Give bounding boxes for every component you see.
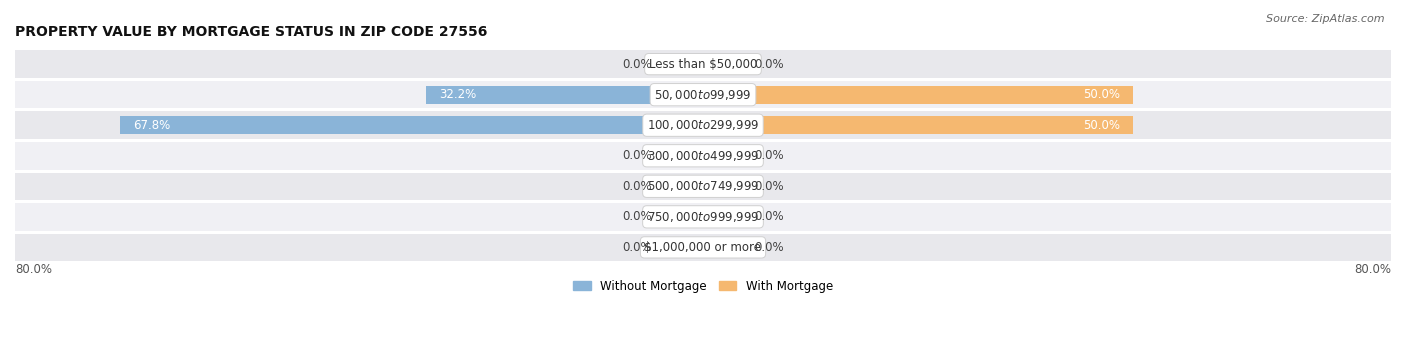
Bar — [703, 55, 747, 73]
Text: 0.0%: 0.0% — [755, 241, 785, 254]
Text: 50.0%: 50.0% — [1083, 88, 1121, 101]
Bar — [703, 208, 747, 226]
Text: $750,000 to $999,999: $750,000 to $999,999 — [647, 210, 759, 224]
Bar — [15, 50, 1391, 78]
Text: 0.0%: 0.0% — [621, 58, 651, 71]
Text: Source: ZipAtlas.com: Source: ZipAtlas.com — [1267, 14, 1385, 24]
Text: 0.0%: 0.0% — [755, 180, 785, 193]
Bar — [120, 116, 703, 134]
Bar — [703, 147, 747, 165]
Text: $50,000 to $99,999: $50,000 to $99,999 — [654, 88, 752, 102]
Text: 0.0%: 0.0% — [621, 241, 651, 254]
Text: $300,000 to $499,999: $300,000 to $499,999 — [647, 149, 759, 163]
Bar — [15, 81, 1391, 108]
Text: 0.0%: 0.0% — [621, 180, 651, 193]
Bar — [15, 142, 1391, 169]
Bar — [703, 86, 1133, 104]
Text: $1,000,000 or more: $1,000,000 or more — [644, 241, 762, 254]
Text: 80.0%: 80.0% — [15, 263, 52, 276]
Text: 0.0%: 0.0% — [755, 210, 785, 223]
Text: 50.0%: 50.0% — [1083, 119, 1121, 132]
Legend: Without Mortgage, With Mortgage: Without Mortgage, With Mortgage — [568, 275, 838, 297]
Bar — [15, 203, 1391, 231]
Text: 0.0%: 0.0% — [755, 149, 785, 162]
Bar — [659, 238, 703, 256]
Text: 0.0%: 0.0% — [621, 210, 651, 223]
Text: Less than $50,000: Less than $50,000 — [648, 58, 758, 71]
Bar — [15, 173, 1391, 200]
Text: 32.2%: 32.2% — [439, 88, 477, 101]
Bar — [659, 147, 703, 165]
Bar — [659, 55, 703, 73]
Text: PROPERTY VALUE BY MORTGAGE STATUS IN ZIP CODE 27556: PROPERTY VALUE BY MORTGAGE STATUS IN ZIP… — [15, 25, 488, 39]
Bar — [703, 116, 1133, 134]
Text: 0.0%: 0.0% — [755, 58, 785, 71]
Bar — [15, 234, 1391, 261]
Bar — [659, 208, 703, 226]
Bar — [703, 177, 747, 195]
Text: 80.0%: 80.0% — [1354, 263, 1391, 276]
Text: 67.8%: 67.8% — [132, 119, 170, 132]
Bar — [426, 86, 703, 104]
Bar — [703, 238, 747, 256]
Text: $100,000 to $299,999: $100,000 to $299,999 — [647, 118, 759, 132]
Text: $500,000 to $749,999: $500,000 to $749,999 — [647, 179, 759, 193]
Bar — [659, 177, 703, 195]
Bar — [15, 112, 1391, 139]
Text: 0.0%: 0.0% — [621, 149, 651, 162]
